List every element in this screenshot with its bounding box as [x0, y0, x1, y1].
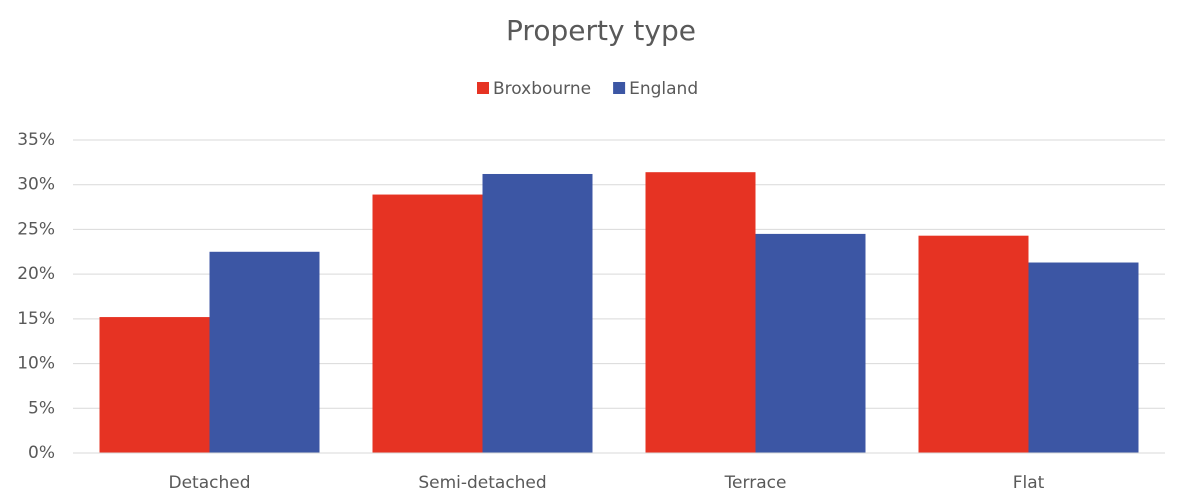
y-tick-label: 20% — [17, 264, 55, 284]
bar — [209, 251, 320, 453]
y-tick-label: 25% — [17, 219, 55, 239]
legend-label: England — [629, 79, 698, 99]
y-tick-label: 0% — [28, 443, 55, 463]
x-tick-label: Detached — [168, 473, 250, 493]
bar — [99, 317, 210, 453]
y-tick-label: 10% — [17, 354, 55, 374]
y-tick-label: 5% — [28, 398, 55, 418]
legend-swatch — [477, 82, 489, 94]
chart-title: Property type — [506, 14, 696, 47]
legend-label: Broxbourne — [493, 79, 591, 99]
bar — [482, 173, 593, 454]
x-tick-label: Semi-detached — [418, 473, 546, 493]
bar — [918, 235, 1029, 453]
bar — [1028, 262, 1139, 453]
bar — [645, 172, 756, 454]
x-tick-label: Flat — [1013, 473, 1045, 493]
y-tick-label: 30% — [17, 175, 55, 195]
bar — [755, 233, 866, 453]
y-tick-label: 15% — [17, 309, 55, 329]
y-tick-label: 35% — [17, 130, 55, 150]
legend-swatch — [613, 82, 626, 94]
x-tick-label: Terrace — [724, 473, 787, 493]
bar — [372, 194, 483, 453]
